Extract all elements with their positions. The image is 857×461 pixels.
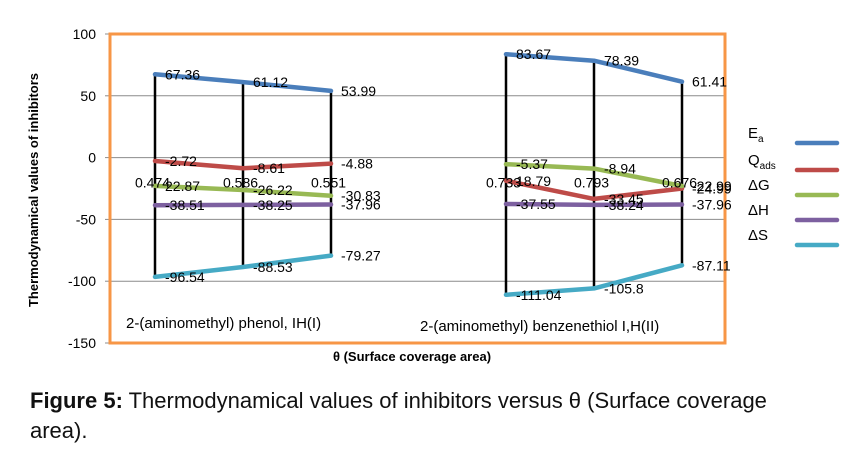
- theta-label: 0.474: [135, 174, 170, 190]
- series-line: [152, 158, 334, 171]
- series-lines: [152, 51, 685, 298]
- data-label: -88.53: [253, 259, 293, 275]
- legend-label: ΔG: [748, 177, 770, 194]
- plot-frame: [108, 32, 727, 345]
- series-line: [503, 51, 685, 84]
- data-label: -111.04: [516, 287, 562, 303]
- series-line: [152, 72, 334, 94]
- theta-label: 0.793: [574, 174, 609, 190]
- series-line: [503, 178, 685, 202]
- group-label: 2-(aminomethyl) phenol, IH(I): [126, 315, 321, 332]
- y-axis-title: Thermodynamical values of inhibitors: [26, 73, 41, 307]
- series-line: [503, 201, 685, 208]
- data-label: 83.67: [516, 46, 551, 62]
- series-line: [152, 253, 334, 280]
- y-tick-label: -150: [68, 335, 96, 351]
- theta-label: 0.551: [311, 174, 346, 190]
- data-label: -38.51: [165, 197, 205, 213]
- data-label: -33.45: [604, 191, 644, 207]
- data-label: -37.96: [341, 197, 381, 213]
- x-axis-title: θ (Surface coverage area): [333, 349, 491, 364]
- data-label: -105.8: [604, 280, 644, 296]
- plot-frame-layer: [108, 32, 727, 345]
- data-label: -22.99: [692, 178, 732, 194]
- data-label: -87.11: [692, 257, 731, 273]
- data-label: -5.37: [516, 156, 548, 172]
- legend-label-subscript: a: [758, 134, 764, 145]
- data-label: 18.79: [516, 173, 551, 189]
- data-label: -8.61: [253, 160, 285, 176]
- data-label: -37.96: [692, 197, 732, 213]
- legend-label-name: Q: [748, 152, 760, 169]
- data-label: 67.36: [165, 66, 200, 82]
- series-line: [152, 202, 334, 208]
- legend-label: Ea: [748, 125, 764, 145]
- data-labels: 67.36 61.12 53.99 83.67 78.39 61.41 -2.72 -8.61…: [165, 46, 732, 303]
- theta-label: 0.676: [662, 174, 697, 190]
- y-tick-label: -50: [76, 211, 96, 227]
- legend-label-name: ΔH: [748, 202, 769, 219]
- chart: 100 50 0 -50 -100 -150 67.36 61.12 53.99 83.67 78…: [26, 26, 840, 364]
- data-label: 61.12: [253, 74, 288, 90]
- legend-label-subscript: ads: [760, 161, 776, 172]
- data-label: 78.39: [604, 53, 639, 69]
- series-line: [503, 263, 685, 298]
- data-label: -4.88: [341, 156, 373, 172]
- y-tick-label: 100: [73, 26, 97, 42]
- caption-label: Figure 5:: [30, 388, 123, 413]
- data-label: -38.24: [604, 197, 644, 213]
- series-line: [503, 161, 685, 189]
- legend-label-name: E: [748, 125, 758, 142]
- data-label: -26.22: [253, 182, 293, 198]
- legend-label: ΔH: [748, 202, 769, 219]
- legend-label-name: ΔS: [748, 227, 768, 244]
- data-label: -37.55: [516, 196, 556, 212]
- group-label: 2-(aminomethyl) benzenethiol I,H(II): [420, 318, 659, 335]
- group-labels: 0.474 0.586 0.551 0.733 0.793 0.676 2-(aminome…: [126, 174, 697, 335]
- y-tick-label: 50: [80, 88, 96, 104]
- theta-label: 0.586: [223, 174, 258, 190]
- legend-label-name: ΔG: [748, 177, 770, 194]
- data-label: -96.54: [165, 269, 205, 285]
- legend-label: ΔS: [748, 227, 768, 244]
- theta-label: 0.733: [486, 174, 521, 190]
- y-tick-label: 0: [88, 150, 96, 166]
- y-axis: 100 50 0 -50 -100 -150: [68, 26, 111, 351]
- figure-caption: Figure 5: Thermodynamical values of inhi…: [30, 386, 830, 446]
- data-label: -30.83: [341, 188, 381, 204]
- data-label: 53.99: [341, 83, 376, 99]
- data-label: -8.94: [604, 161, 636, 177]
- legend-label: Qads: [748, 152, 776, 172]
- data-label: -24.99: [692, 180, 732, 196]
- drop-lines: [153, 54, 684, 295]
- caption-text: Thermodynamical values of inhibitors ver…: [30, 388, 767, 443]
- data-label: -38.25: [253, 197, 293, 213]
- y-tick-label: -100: [68, 273, 96, 289]
- data-label: -2.72: [165, 153, 197, 169]
- data-label: 22.87: [165, 178, 200, 194]
- data-label: -79.27: [341, 248, 381, 264]
- series-line: [152, 183, 334, 198]
- data-label: 61.41: [692, 74, 727, 90]
